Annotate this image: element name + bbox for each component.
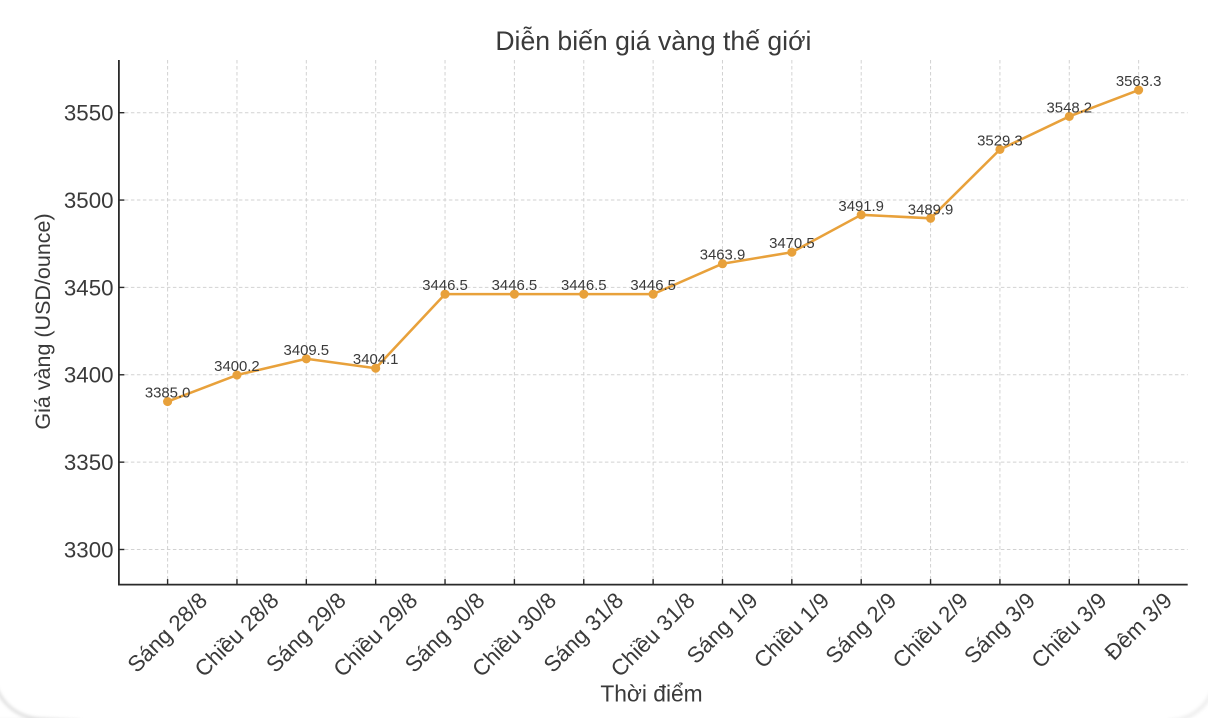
svg-text:3463.9: 3463.9	[700, 248, 746, 264]
svg-text:3446.5: 3446.5	[630, 278, 676, 294]
svg-text:3446.5: 3446.5	[422, 278, 468, 294]
svg-text:3491.9: 3491.9	[838, 199, 884, 215]
svg-text:3300: 3300	[64, 537, 114, 562]
svg-text:3529.3: 3529.3	[977, 133, 1023, 149]
svg-text:3350: 3350	[64, 450, 114, 475]
svg-text:3450: 3450	[64, 275, 114, 300]
svg-text:3470.5: 3470.5	[769, 236, 815, 252]
svg-text:Diễn biến giá vàng thế giới: Diễn biến giá vàng thế giới	[495, 26, 811, 56]
svg-text:3446.5: 3446.5	[561, 278, 607, 294]
svg-text:3550: 3550	[64, 101, 114, 126]
svg-text:3385.0: 3385.0	[145, 386, 191, 402]
svg-text:Giá vàng (USD/ounce): Giá vàng (USD/ounce)	[31, 213, 55, 429]
svg-text:3500: 3500	[64, 188, 114, 213]
svg-text:3446.5: 3446.5	[492, 278, 538, 294]
svg-text:3489.9: 3489.9	[908, 202, 954, 218]
svg-text:3400.2: 3400.2	[214, 359, 260, 375]
svg-text:3548.2: 3548.2	[1047, 100, 1093, 116]
svg-text:3404.1: 3404.1	[353, 352, 399, 368]
svg-text:3400: 3400	[64, 363, 114, 388]
svg-text:Thời điểm: Thời điểm	[600, 680, 702, 706]
svg-text:3409.5: 3409.5	[284, 343, 330, 359]
svg-text:3563.3: 3563.3	[1116, 74, 1162, 90]
